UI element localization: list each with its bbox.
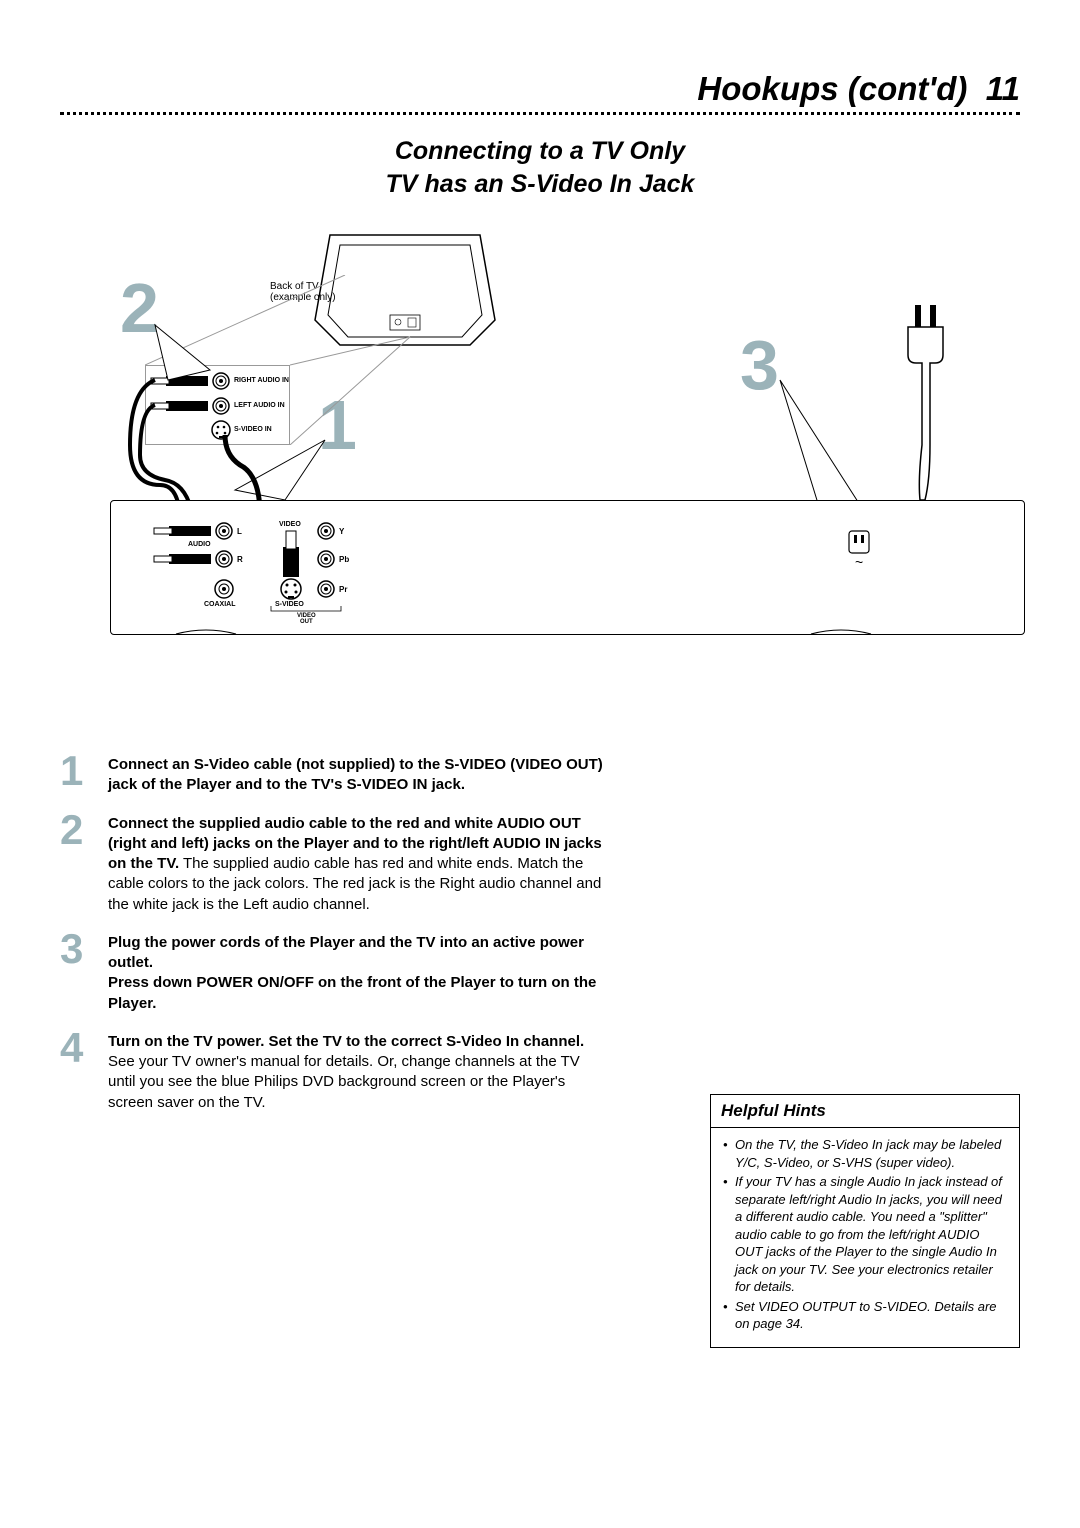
step-number-3: 3 [60,928,108,970]
svg-text:~: ~ [855,554,863,570]
header-title: Hookups (cont'd) [697,70,967,107]
instruction-text-4: Turn on the TV power. Set the TV to the … [108,1032,608,1113]
player-jack-video-out: VIDEO OUT [297,613,316,625]
player-jack-l: L [237,527,242,536]
dotted-divider [60,112,1020,115]
instruction-2: 2 Connect the supplied audio cable to th… [60,814,1020,915]
hint-item: If your TV has a single Audio In jack in… [723,1173,1007,1296]
player-jack-pr: Pr [339,585,347,594]
step-number-2: 2 [60,809,108,851]
instruction-text-1: Connect an S-Video cable (not supplied) … [108,755,608,796]
player-jack-audio: AUDIO [188,541,211,548]
player-jack-svideo: S-VIDEO [275,601,304,608]
instructions-list: 1 Connect an S-Video cable (not supplied… [60,755,1020,1113]
hint-item: Set VIDEO OUTPUT to S-VIDEO. Details are… [723,1298,1007,1333]
subtitle: Connecting to a TV Only TV has an S-Vide… [60,135,1020,200]
connection-diagram: Back of TV (example only) 2 1 3 [60,225,1020,675]
instruction-3: 3 Plug the power cords of the Player and… [60,933,1020,1014]
page-number: 11 [986,70,1020,107]
step-number-4: 4 [60,1027,108,1069]
player-jack-y: Y [339,527,344,536]
subtitle-line1: Connecting to a TV Only [60,135,1020,168]
subtitle-line2: TV has an S-Video In Jack [60,168,1020,201]
hint-item: On the TV, the S-Video In jack may be la… [723,1136,1007,1171]
player-jack-video: VIDEO [279,521,301,528]
instruction-text-3: Plug the power cords of the Player and t… [108,933,608,1014]
instruction-1: 1 Connect an S-Video cable (not supplied… [60,755,1020,796]
hints-list: On the TV, the S-Video In jack may be la… [711,1128,1019,1347]
hints-title: Helpful Hints [711,1095,1019,1128]
player-jack-pb: Pb [339,555,349,564]
instruction-text-2: Connect the supplied audio cable to the … [108,814,608,915]
player-jack-coaxial: COAXIAL [204,601,236,608]
page-header: Hookups (cont'd) 11 [60,70,1020,108]
step-number-1: 1 [60,750,108,792]
power-plug-icon [880,305,980,515]
helpful-hints-box: Helpful Hints On the TV, the S-Video In … [710,1094,1020,1348]
player-jack-r: R [237,555,243,564]
dvd-player-back: ~ L AUDIO R COAXIAL VIDEO S-VIDEO VIDEO … [110,500,1025,635]
